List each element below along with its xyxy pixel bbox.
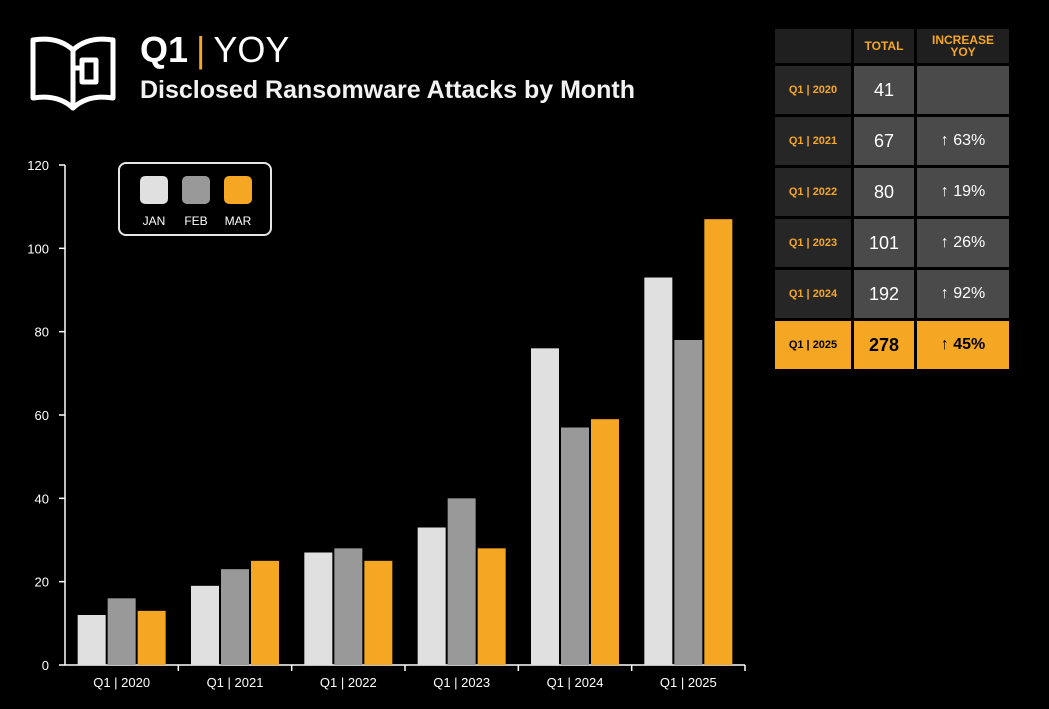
bar-jan bbox=[77, 615, 106, 665]
summary-header-total: TOTAL bbox=[854, 29, 914, 63]
x-tick-label: Q1 | 2022 bbox=[320, 675, 377, 690]
y-tick-label: 0 bbox=[42, 658, 49, 673]
summary-total: 101 bbox=[854, 219, 914, 267]
bar-jan bbox=[417, 527, 446, 665]
bar-mar bbox=[364, 560, 393, 665]
bar-mar bbox=[704, 219, 733, 665]
y-tick-label: 60 bbox=[35, 408, 49, 423]
bar-feb bbox=[447, 498, 476, 665]
bar-feb bbox=[221, 569, 249, 665]
bar-jan bbox=[304, 552, 333, 665]
summary-total: 41 bbox=[854, 66, 914, 114]
summary-period: Q1 | 2021 bbox=[775, 117, 851, 165]
bar-mar bbox=[251, 560, 279, 665]
summary-total: 80 bbox=[854, 168, 914, 216]
summary-period: Q1 | 2024 bbox=[775, 270, 851, 318]
bar-feb bbox=[561, 427, 589, 665]
legend-label-mar: MAR bbox=[224, 214, 252, 228]
bar-chart: 0 20 40 60 80 100 120 Q1 | 2020 Q1 | 2021 Q1 | 20… bbox=[27, 158, 746, 690]
summary-increase: ↑ 63% bbox=[917, 117, 1009, 165]
summary-increase: ↑ 92% bbox=[917, 270, 1009, 318]
bar-feb bbox=[674, 340, 703, 665]
y-tick-label: 20 bbox=[35, 575, 49, 590]
bar-feb bbox=[107, 598, 136, 665]
legend-swatch-feb bbox=[182, 176, 210, 204]
bar-mar bbox=[137, 610, 166, 665]
summary-row: Q1 | 2021 67 ↑ 63% bbox=[775, 117, 1009, 165]
summary-increase bbox=[917, 66, 1009, 114]
summary-total: 192 bbox=[854, 270, 914, 318]
bar-mar bbox=[591, 419, 619, 665]
x-tick-label: Q1 | 2020 bbox=[93, 675, 150, 690]
x-tick-label: Q1 | 2021 bbox=[207, 675, 264, 690]
bar-jan bbox=[531, 348, 559, 665]
chart-legend: JAN FEB MAR bbox=[118, 162, 272, 236]
legend-item-mar: MAR bbox=[220, 176, 256, 228]
summary-period: Q1 | 2020 bbox=[775, 66, 851, 114]
y-tick-label: 80 bbox=[35, 325, 49, 340]
summary-row: Q1 | 2023 101 ↑ 26% bbox=[775, 219, 1009, 267]
title-suffix: YOY bbox=[213, 29, 290, 70]
summary-header-blank bbox=[775, 29, 851, 63]
summary-increase: ↑ 26% bbox=[917, 219, 1009, 267]
x-tick-label: Q1 | 2025 bbox=[660, 675, 717, 690]
summary-period: Q1 | 2025 bbox=[775, 321, 851, 369]
summary-total: 67 bbox=[854, 117, 914, 165]
summary-row: Q1 | 2022 80 ↑ 19% bbox=[775, 168, 1009, 216]
y-tick-label: 40 bbox=[35, 491, 49, 506]
legend-label-feb: FEB bbox=[184, 214, 208, 228]
legend-item-feb: FEB bbox=[178, 176, 214, 228]
x-tick-label: Q1 | 2023 bbox=[433, 675, 490, 690]
bar-jan bbox=[191, 585, 219, 665]
legend-item-jan: JAN bbox=[136, 176, 172, 228]
summary-period: Q1 | 2022 bbox=[775, 168, 851, 216]
legend-swatch-mar bbox=[224, 176, 252, 204]
summary-header-increase: INCREASE YOY bbox=[917, 29, 1009, 63]
summary-period: Q1 | 2023 bbox=[775, 219, 851, 267]
page-title: Q1 | YOY bbox=[140, 30, 289, 70]
chart-subtitle: Disclosed Ransomware Attacks by Month bbox=[140, 76, 636, 104]
title-main: Q1 bbox=[140, 29, 189, 70]
bar-mar bbox=[477, 548, 506, 665]
x-tick-label: Q1 | 2024 bbox=[547, 675, 604, 690]
summary-row: Q1 | 2020 41 bbox=[775, 66, 1009, 114]
summary-increase: ↑ 45% bbox=[917, 321, 1009, 369]
summary-row-highlight: Q1 | 2025 278 ↑ 45% bbox=[775, 321, 1009, 369]
title-separator: | bbox=[196, 29, 206, 70]
summary-table: TOTAL INCREASE YOY Q1 | 2020 41 Q1 | 202… bbox=[772, 26, 1012, 372]
summary-increase: ↑ 19% bbox=[917, 168, 1009, 216]
y-tick-label: 100 bbox=[27, 241, 49, 256]
legend-swatch-jan bbox=[140, 176, 168, 204]
legend-label-jan: JAN bbox=[142, 214, 166, 228]
summary-header-row: TOTAL INCREASE YOY bbox=[775, 29, 1009, 63]
bar-feb bbox=[334, 548, 363, 665]
summary-total: 278 bbox=[854, 321, 914, 369]
y-tick-label: 120 bbox=[27, 158, 49, 173]
open-book-icon bbox=[30, 36, 116, 111]
bar-jan bbox=[644, 277, 673, 665]
summary-row: Q1 | 2024 192 ↑ 92% bbox=[775, 270, 1009, 318]
